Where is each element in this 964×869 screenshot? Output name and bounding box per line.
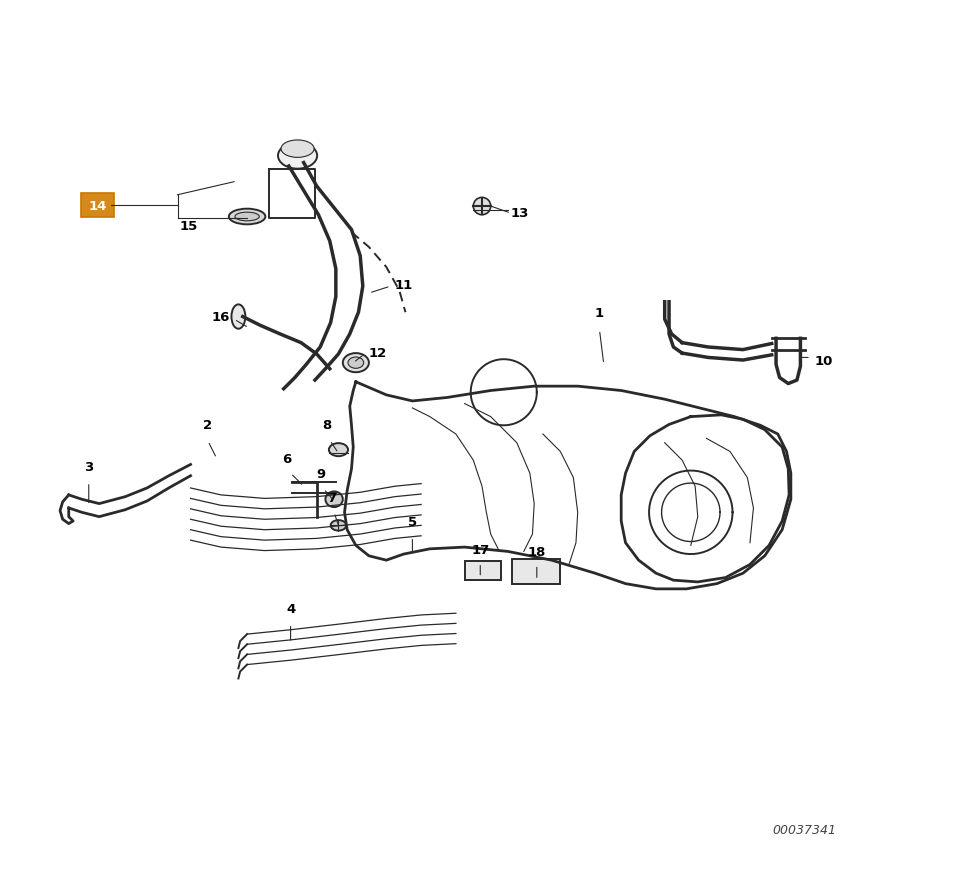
Text: 4: 4 — [286, 602, 295, 615]
FancyBboxPatch shape — [81, 194, 114, 218]
Text: 18: 18 — [527, 545, 546, 558]
Text: 13: 13 — [511, 207, 529, 219]
Text: 8: 8 — [323, 419, 332, 432]
Text: 10: 10 — [815, 355, 833, 368]
Ellipse shape — [281, 141, 314, 158]
Text: 6: 6 — [281, 453, 291, 466]
Text: 11: 11 — [395, 279, 414, 291]
Text: 2: 2 — [203, 419, 212, 432]
Ellipse shape — [235, 213, 259, 222]
Bar — [513, 560, 560, 584]
Bar — [465, 561, 501, 580]
Ellipse shape — [326, 492, 343, 507]
Ellipse shape — [278, 143, 317, 169]
Ellipse shape — [231, 305, 246, 329]
Text: 16: 16 — [211, 311, 229, 323]
Circle shape — [473, 198, 491, 216]
Text: 3: 3 — [84, 461, 94, 474]
Ellipse shape — [343, 354, 369, 373]
Ellipse shape — [228, 209, 265, 225]
Ellipse shape — [329, 443, 348, 457]
Text: 9: 9 — [316, 468, 326, 481]
Text: 00037341: 00037341 — [772, 824, 836, 836]
Text: 12: 12 — [369, 347, 388, 359]
Text: 14: 14 — [89, 200, 107, 212]
Text: 15: 15 — [179, 220, 198, 232]
Text: 5: 5 — [408, 515, 417, 528]
Ellipse shape — [348, 358, 363, 368]
Text: 1: 1 — [595, 307, 604, 320]
Ellipse shape — [331, 521, 346, 531]
Text: 7: 7 — [327, 491, 336, 504]
Text: 17: 17 — [471, 543, 490, 556]
